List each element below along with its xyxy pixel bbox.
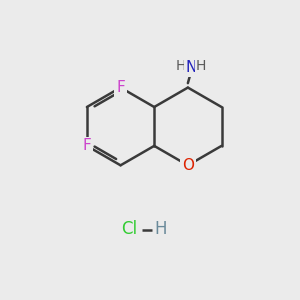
Text: H: H (176, 59, 186, 73)
Text: H: H (154, 220, 167, 238)
Text: H: H (196, 59, 206, 73)
Text: O: O (182, 158, 194, 173)
Text: F: F (116, 80, 125, 95)
Text: Cl: Cl (121, 220, 137, 238)
Text: F: F (82, 138, 91, 153)
Text: N: N (185, 60, 196, 75)
